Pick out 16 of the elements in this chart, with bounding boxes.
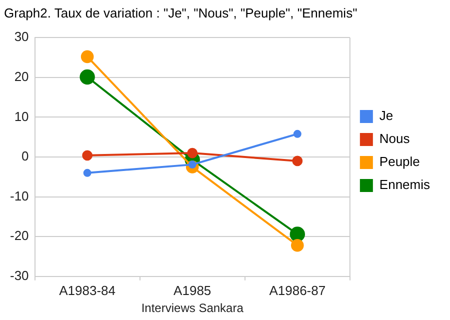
text: Interviews Sankara (141, 301, 244, 315)
y-tick-label: -20 (10, 228, 29, 244)
x-tick-label: A1986-87 (269, 282, 326, 298)
x-tick-label: A1985 (174, 282, 212, 298)
legend-label: Peuple (379, 154, 420, 170)
chart-title: Graph2. Taux de variation : "Je", "Nous", "Peuple", "Ennemis" (4, 5, 358, 20)
y-tick-label: 0 (22, 148, 29, 164)
y-tick-label: 20 (14, 68, 29, 84)
legend-label: Ennemis (379, 177, 430, 192)
y-tick-label: -30 (10, 268, 29, 283)
x-tick-label: A1983-84 (59, 282, 116, 298)
legend-label: Je (379, 108, 394, 124)
y-tick-label: 10 (14, 108, 29, 124)
y-tick-label: 30 (14, 29, 29, 44)
legend-label: Nous (379, 131, 410, 146)
y-tick-label: -10 (10, 188, 29, 204)
